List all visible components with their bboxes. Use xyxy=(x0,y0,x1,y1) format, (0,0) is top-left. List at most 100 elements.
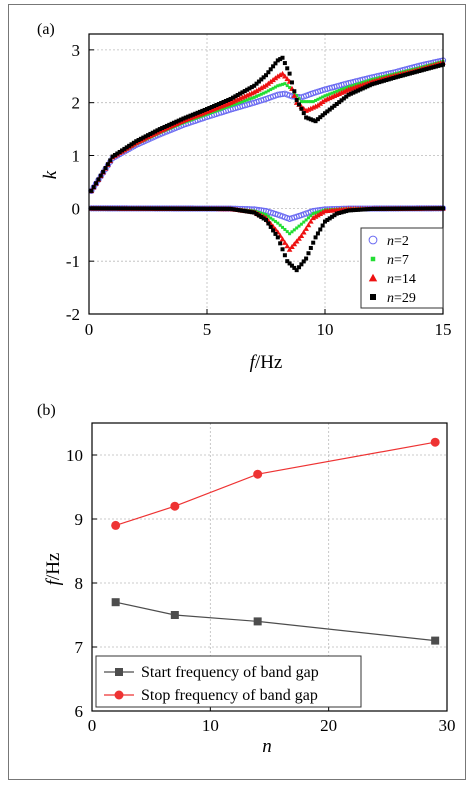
panel-a-point-upper xyxy=(337,100,342,105)
panel-a-point-lower xyxy=(103,206,108,211)
panel-a-point-upper xyxy=(403,72,408,77)
panel-a-point-lower xyxy=(254,212,259,217)
panel-a-point-lower xyxy=(282,253,287,258)
panel-a-point-upper xyxy=(279,70,286,76)
panel-a-point-upper xyxy=(120,148,125,153)
panel-a-point-upper xyxy=(323,111,327,116)
panel-a-x-tick-label: 15 xyxy=(435,320,452,339)
panel-b-y-tick-label: 8 xyxy=(75,574,84,593)
panel-a-point-lower xyxy=(351,208,356,213)
panel-a-point-upper xyxy=(264,73,268,78)
panel-a-legend-value: =2 xyxy=(394,234,409,249)
panel-a-point-upper xyxy=(297,102,302,107)
panel-a-point-upper xyxy=(276,84,280,88)
panel-a-point-upper xyxy=(233,94,238,99)
panel-a-x-axis-title: f/Hz xyxy=(250,352,283,373)
panel-a-point-lower xyxy=(269,216,273,220)
panel-a-point-upper xyxy=(277,72,283,78)
panel-a-point-upper xyxy=(412,70,417,75)
panel-a-point-upper xyxy=(367,83,372,88)
panel-a-point-lower xyxy=(148,206,153,211)
panel-a-point-lower xyxy=(221,206,226,211)
panel-a-point-lower xyxy=(339,210,344,215)
panel-a-point-lower xyxy=(298,233,305,239)
panel-a-point-upper xyxy=(353,89,358,94)
panel-a-point-lower xyxy=(278,241,283,246)
panel-a-point-lower xyxy=(282,239,288,245)
panel-a-point-upper xyxy=(148,131,153,136)
panel-a-point-lower xyxy=(290,230,294,234)
panel-a-point-lower xyxy=(429,206,434,211)
panel-a-legend: n=2n=7n=14n=29 xyxy=(360,227,444,309)
panel-b-x-axis-title: n xyxy=(262,736,272,757)
panel-a-point-upper xyxy=(287,71,292,76)
panel-a-point-lower xyxy=(304,218,308,222)
panel-a-point-upper xyxy=(96,177,101,182)
panel-a-point-upper xyxy=(266,70,271,75)
panel-a-point-lower xyxy=(238,208,243,213)
panel-a-point-lower xyxy=(279,236,286,242)
panel-a-point-lower xyxy=(285,259,290,264)
panel-a-point-upper xyxy=(415,69,420,74)
panel-a-point-lower xyxy=(367,207,372,212)
panel-a-point-lower xyxy=(412,206,417,211)
panel-a-point-upper xyxy=(191,117,195,121)
panel-a-point-upper xyxy=(146,133,150,138)
panel-a-point-lower xyxy=(358,207,363,212)
panel-b-ticks: 0 10 20 30 6 7 8 9 10 xyxy=(66,446,456,735)
panel-a-x-axis-var: f xyxy=(250,352,258,373)
panel-a-point-lower xyxy=(256,213,261,218)
panel-a-point-upper xyxy=(396,74,401,79)
panel-a-legend-label: n=14 xyxy=(387,272,416,287)
panel-a-point-upper xyxy=(424,67,429,72)
panel-a-point-upper xyxy=(285,66,290,71)
panel-a-x-axis-unit: /Hz xyxy=(255,352,282,373)
panel-a-point-lower xyxy=(117,206,122,211)
panel-a-point-upper xyxy=(127,143,132,148)
panel-b-y-tick-label: 9 xyxy=(75,510,84,529)
panel-a-point-lower xyxy=(266,221,271,226)
panel-a-point-upper xyxy=(155,128,160,133)
panel-a-point-upper xyxy=(101,169,106,174)
panel-a-point-upper xyxy=(275,58,280,63)
panel-a-point-lower xyxy=(245,209,250,214)
panel-a-point-lower xyxy=(308,245,313,250)
panel-a-point-upper xyxy=(335,89,339,93)
panel-a-point-lower xyxy=(240,208,245,213)
panel-a-point-lower xyxy=(228,206,233,211)
panel-a-point-lower xyxy=(309,214,313,218)
panel-a-point-lower xyxy=(370,206,375,211)
panel-a-point-lower xyxy=(105,206,110,211)
panel-a-point-upper xyxy=(188,113,193,118)
panel-a-point-lower xyxy=(304,256,309,261)
panel-a-point-lower xyxy=(176,206,181,211)
panel-a-point-upper xyxy=(108,158,113,163)
panel-a-point-lower xyxy=(278,223,282,227)
panel-a-point-upper xyxy=(325,93,329,97)
panel-a-point-upper xyxy=(288,86,292,90)
panel-a-point-upper xyxy=(358,87,363,92)
panel-b-label: (b) xyxy=(37,402,56,419)
panel-a-point-upper xyxy=(407,71,412,76)
panel-a-point-lower xyxy=(337,210,342,215)
panel-a-point-lower xyxy=(150,206,155,211)
panel-a-point-lower xyxy=(384,206,389,211)
panel-a-point-upper xyxy=(389,76,394,81)
panel-a-point-lower xyxy=(190,206,195,211)
panel-a-point-lower xyxy=(318,227,323,232)
panel-b-y-axis-title: f/Hz xyxy=(43,553,64,586)
panel-a-point-upper xyxy=(257,93,261,97)
panel-a-point-lower xyxy=(315,231,320,236)
panel-a-point-upper xyxy=(195,110,200,115)
panel-a-point-upper xyxy=(171,120,176,125)
panel-a-point-upper xyxy=(256,79,261,84)
panel-a-point-lower xyxy=(372,206,377,211)
panel-a-legend-var: n xyxy=(387,253,394,268)
panel-a-legend-label: n=2 xyxy=(387,234,409,249)
panel-a-point-upper xyxy=(216,102,221,106)
panel-a-point-lower xyxy=(223,206,228,211)
panel-a-point-upper xyxy=(301,111,306,116)
panel-a-point-upper xyxy=(370,82,375,87)
panel-a-point-upper xyxy=(348,91,353,96)
panel-a-point-upper xyxy=(209,105,214,110)
